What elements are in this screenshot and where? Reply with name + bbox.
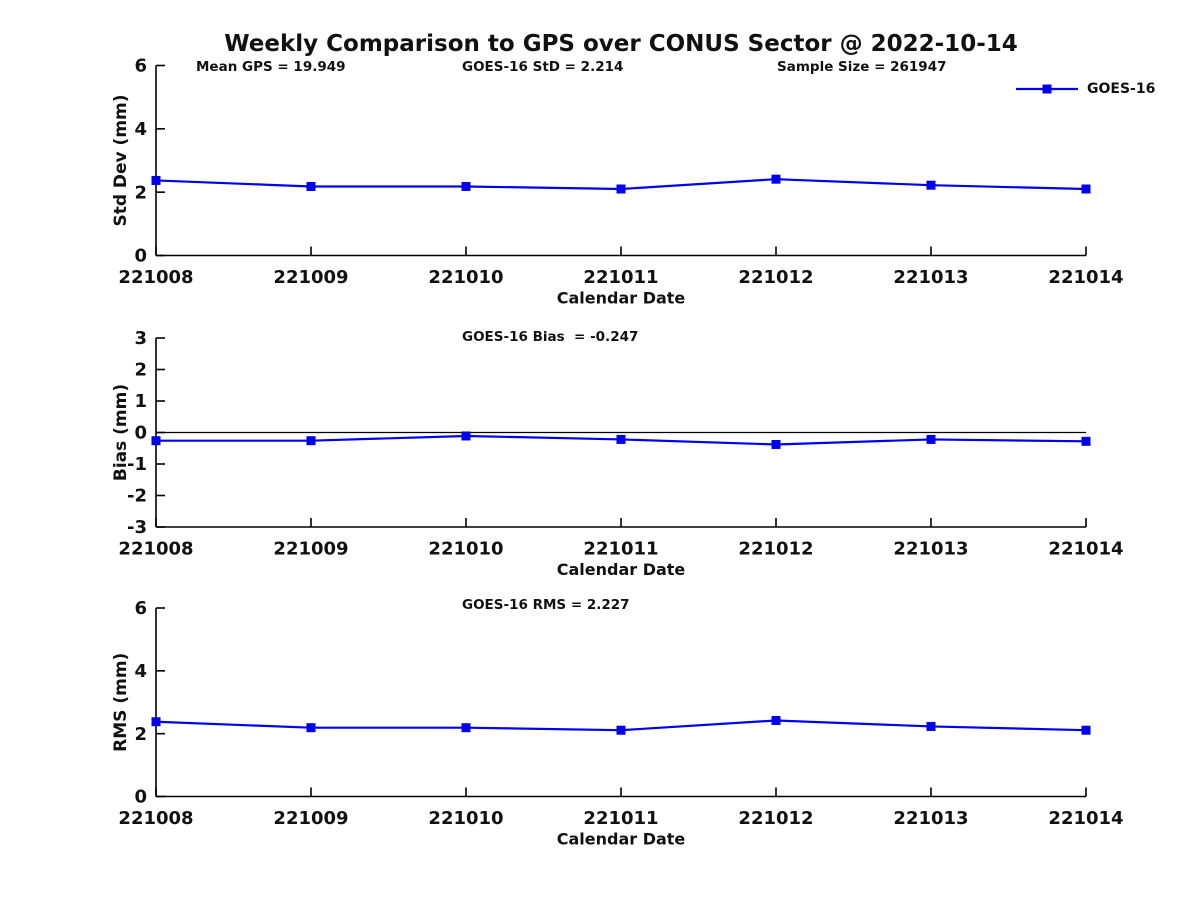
x-tick-label: 221009 <box>273 267 348 288</box>
x-tick-label: 221010 <box>428 539 503 560</box>
x-tick-label: 221008 <box>118 808 193 829</box>
legend-line-sample <box>1016 84 1078 93</box>
chart-bias: -3 -2 -1 0 1 2 3 221008 221009 221010 221011 221012… <box>111 328 1124 579</box>
x-tick-label: 221008 <box>118 267 193 288</box>
data-point-marker <box>771 439 781 449</box>
x-tick-label: 221013 <box>893 267 968 288</box>
data-point-marker <box>771 715 781 725</box>
x-tick-label: 221014 <box>1048 539 1123 560</box>
y-tick-label: 0 <box>134 423 147 444</box>
data-point-marker <box>461 181 471 191</box>
x-tick-label: 221008 <box>118 539 193 560</box>
data-point-marker <box>926 721 936 731</box>
x-tick-label: 221012 <box>738 267 813 288</box>
x-tick-label: 221013 <box>893 808 968 829</box>
y-tick-label: 3 <box>134 328 147 349</box>
data-point-marker <box>926 180 936 190</box>
data-point-marker <box>306 436 316 446</box>
y-tick-label: 4 <box>134 661 147 682</box>
y-axis-label: Std Dev (mm) <box>111 94 131 226</box>
x-axis-label: Calendar Date <box>557 289 686 308</box>
x-tick-label: 221010 <box>428 808 503 829</box>
chart-rms: 0 2 4 6 221008 221009 221010 221011 221012 221013… <box>111 598 1124 848</box>
data-point-marker <box>1081 725 1091 735</box>
y-tick-label: 4 <box>134 119 147 140</box>
data-point-marker <box>306 723 316 733</box>
x-tick-label: 221011 <box>583 808 658 829</box>
data-point-marker <box>1081 436 1091 446</box>
data-point-marker <box>616 434 626 444</box>
legend-series-marker <box>1042 84 1052 93</box>
data-point-marker <box>306 181 316 191</box>
y-tick-label: 2 <box>134 182 147 203</box>
data-point-marker <box>771 174 781 184</box>
chart-std-dev: 0 2 4 6 221008 221009 221010 221011 221012 221013… <box>111 56 1124 308</box>
y-tick-label: -2 <box>127 486 147 507</box>
x-tick-label: 221011 <box>583 267 658 288</box>
data-point-marker <box>616 184 626 194</box>
legend-label: GOES-16 <box>1087 80 1156 97</box>
y-tick-label: -1 <box>127 454 147 475</box>
y-axis-label: RMS (mm) <box>111 653 131 752</box>
x-tick-label: 221014 <box>1048 267 1123 288</box>
x-tick-label: 221012 <box>738 808 813 829</box>
x-tick-label: 221010 <box>428 267 503 288</box>
y-axis-label: Bias (mm) <box>111 384 131 481</box>
y-tick-label: 0 <box>134 246 147 267</box>
data-point-marker <box>151 175 161 185</box>
data-point-marker <box>926 434 936 444</box>
x-axis-label: Calendar Date <box>557 830 686 849</box>
data-point-marker <box>1081 184 1091 194</box>
data-point-marker <box>461 723 471 733</box>
y-tick-label: -3 <box>127 517 147 538</box>
x-tick-label: 221011 <box>583 539 658 560</box>
annotation-goes-rms: GOES-16 RMS = 2.227 <box>462 597 630 613</box>
y-tick-label: 0 <box>134 787 147 808</box>
y-tick-label: 2 <box>134 360 147 381</box>
x-tick-label: 221012 <box>738 539 813 560</box>
y-tick-label: 2 <box>134 724 147 745</box>
data-point-marker <box>461 431 471 441</box>
y-tick-label: 6 <box>134 598 147 619</box>
y-tick-label: 1 <box>134 391 147 412</box>
data-point-marker <box>151 717 161 727</box>
figure-title: Weekly Comparison to GPS over CONUS Sect… <box>224 31 1018 57</box>
data-point-marker <box>616 725 626 735</box>
x-tick-label: 221009 <box>273 808 348 829</box>
legend: GOES-16 <box>1014 80 1155 97</box>
annotation-sample-size: Sample Size = 261947 <box>777 59 947 75</box>
x-tick-label: 221013 <box>893 539 968 560</box>
annotation-goes-bias: GOES-16 Bias = -0.247 <box>462 329 639 345</box>
x-tick-label: 221014 <box>1048 808 1123 829</box>
annotation-goes-std: GOES-16 StD = 2.214 <box>462 59 624 75</box>
data-point-marker <box>151 436 161 446</box>
x-tick-label: 221009 <box>273 539 348 560</box>
y-tick-label: 6 <box>134 56 147 77</box>
x-axis-label: Calendar Date <box>557 560 686 579</box>
annotation-mean-gps: Mean GPS = 19.949 <box>196 59 346 75</box>
